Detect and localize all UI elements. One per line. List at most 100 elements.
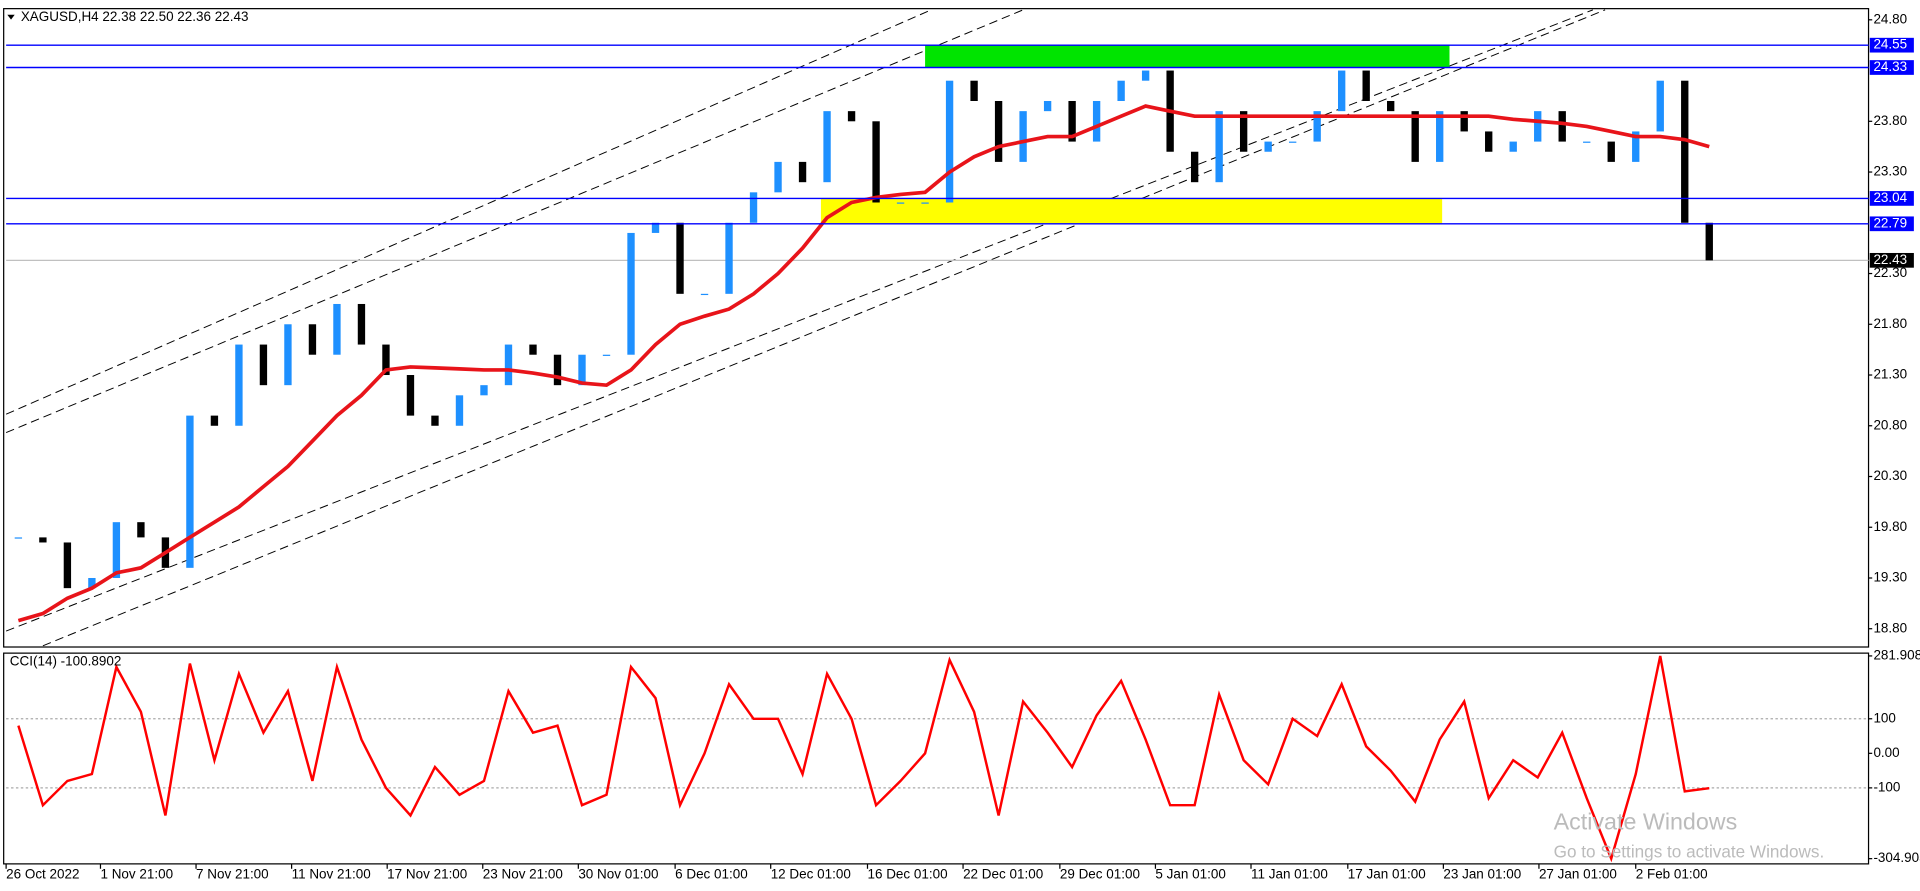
candle	[357, 303, 366, 345]
candle	[1411, 111, 1419, 162]
x-tick-label: 30 Nov 01:00	[578, 866, 658, 881]
candle	[1362, 70, 1370, 101]
candle	[602, 354, 611, 356]
y-tick-label: 20.80	[1873, 417, 1907, 432]
candle	[1558, 111, 1566, 142]
candle	[798, 161, 807, 183]
x-tick-label: 17 Nov 21:00	[387, 866, 467, 881]
y-tick-label: 21.80	[1873, 316, 1907, 331]
candle	[235, 344, 243, 426]
candle	[994, 100, 1003, 162]
level-label: 24.55	[1873, 37, 1907, 52]
cci-tick-label: -304.905	[1873, 850, 1920, 865]
candle	[137, 522, 145, 538]
x-tick-label: 26 Oct 2022	[6, 866, 79, 881]
candle	[1705, 222, 1713, 261]
x-tick-label: 22 Dec 01:00	[963, 866, 1043, 881]
zone	[925, 45, 1450, 68]
candle	[186, 415, 194, 568]
zone	[820, 198, 1443, 224]
x-tick-label: 11 Nov 21:00	[292, 866, 371, 881]
y-tick-label: 22.30	[1873, 265, 1907, 280]
candle	[39, 537, 47, 543]
candle	[1681, 80, 1689, 223]
x-tick-label: 27 Jan 01:00	[1539, 866, 1617, 881]
candle	[823, 111, 831, 183]
candle	[259, 344, 268, 386]
x-tick-label: 12 Dec 01:00	[771, 866, 851, 881]
watermark: Go to Settings to activate Windows.	[1554, 841, 1825, 861]
x-tick-label: 23 Nov 21:00	[483, 866, 563, 881]
chart-title: XAGUSD,H4 22.38 22.50 22.36 22.43	[21, 9, 249, 24]
cci-tick-label: -100	[1873, 779, 1900, 794]
candle	[774, 161, 782, 193]
level-label-box	[1869, 37, 1914, 53]
candle	[725, 222, 733, 294]
candle	[1607, 141, 1615, 162]
candle	[1337, 70, 1346, 112]
y-tick-label: 24.80	[1873, 11, 1907, 26]
candle	[1239, 111, 1248, 152]
cci-tick-label: 0.00	[1873, 745, 1899, 760]
y-tick-label: 19.30	[1873, 570, 1907, 585]
candle	[1534, 111, 1542, 142]
candle	[1583, 141, 1591, 143]
y-tick-label: 23.30	[1873, 164, 1907, 179]
channel-line	[5, 9, 932, 415]
price-panel	[3, 8, 1870, 648]
candle	[651, 222, 660, 233]
candle	[1436, 111, 1444, 162]
candle	[455, 395, 464, 426]
candle	[676, 222, 684, 294]
cci-panel	[3, 652, 1870, 865]
candle	[1117, 80, 1125, 101]
candle	[333, 303, 341, 355]
y-tick-label: 18.80	[1873, 620, 1907, 635]
candle	[578, 354, 586, 386]
watermark: Activate Windows	[1554, 809, 1738, 835]
y-tick-label: 20.30	[1873, 468, 1907, 483]
x-tick-label: 1 Nov 21:00	[100, 866, 173, 881]
candle	[382, 344, 390, 376]
candle	[1313, 111, 1321, 142]
candle	[700, 293, 709, 296]
cci-label: CCI(14) -100.8902	[10, 653, 122, 668]
x-tick-label: 23 Jan 01:00	[1443, 866, 1521, 881]
candle	[1288, 141, 1297, 143]
candle	[1387, 100, 1395, 112]
candle	[210, 415, 219, 426]
candle	[1019, 111, 1027, 162]
x-tick-label: 29 Dec 01:00	[1060, 866, 1140, 881]
level-label: 23.04	[1873, 190, 1907, 205]
candle	[88, 577, 96, 589]
cci-tick-label: 100	[1873, 710, 1895, 725]
candle	[112, 522, 121, 578]
candle	[1092, 100, 1101, 142]
level-label: 22.79	[1873, 215, 1907, 230]
candle	[1215, 111, 1223, 183]
level-label-box	[1869, 191, 1914, 206]
x-tick-label: 17 Jan 01:00	[1348, 866, 1426, 881]
candle	[1632, 131, 1640, 162]
level-label-box	[1869, 216, 1914, 232]
x-tick-label: 7 Nov 21:00	[196, 866, 269, 881]
candle	[945, 80, 954, 203]
x-tick-label: 5 Jan 01:00	[1155, 866, 1225, 881]
candle	[1460, 111, 1468, 132]
candle	[406, 375, 415, 416]
candle	[14, 537, 23, 539]
candle	[1068, 100, 1076, 142]
candle	[749, 192, 758, 223]
candle	[1141, 70, 1150, 81]
cci-line	[17, 655, 1710, 863]
y-tick-label: 19.80	[1873, 519, 1907, 534]
candle	[1043, 100, 1052, 112]
cci-tick-label: 281.908	[1873, 647, 1920, 662]
x-tick-label: 11 Jan 01:00	[1251, 866, 1328, 881]
last-price-box	[1869, 252, 1914, 268]
candle	[970, 80, 978, 101]
candle	[553, 354, 562, 386]
x-tick-label: 2 Feb 01:00	[1636, 866, 1708, 881]
